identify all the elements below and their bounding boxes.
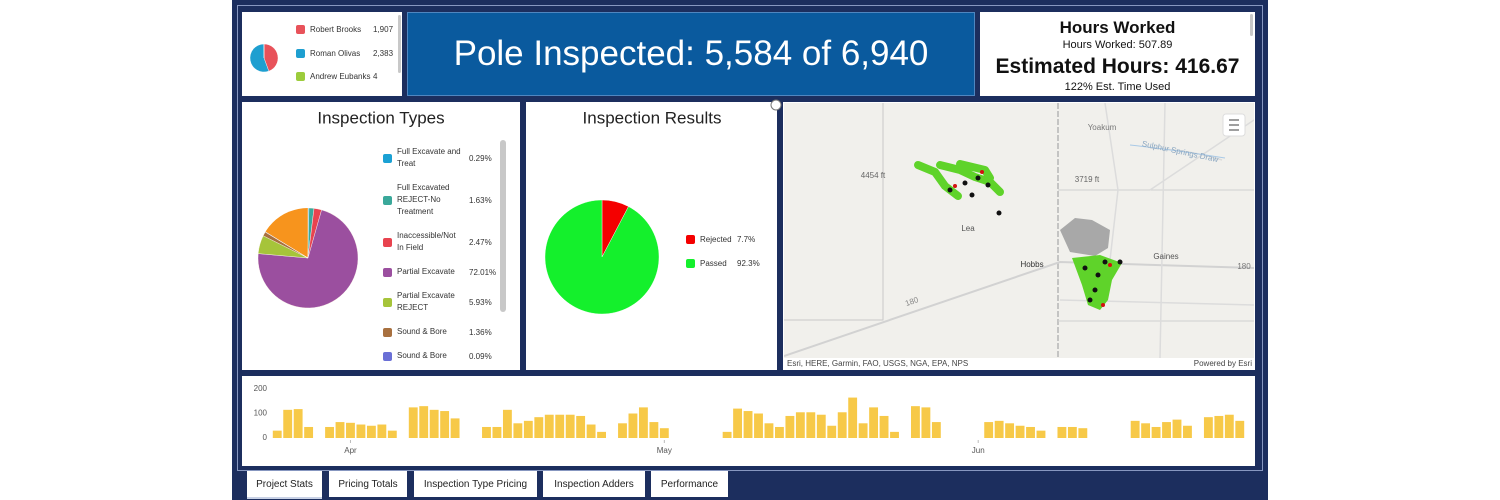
legend-value: 72.01% [469, 267, 497, 277]
legend-swatch [296, 48, 305, 58]
legend-item: Full Excavate and Treat 0.29% [383, 146, 501, 170]
legend-value: 1,907 [373, 25, 394, 34]
legend-item: Partial Excavate REJECT 5.93% [383, 290, 501, 314]
legend-item: Sound & Bore 1.36% [383, 326, 501, 338]
legend-item: Sound & Bore 0.09% [383, 350, 501, 362]
tab[interactable]: Performance [651, 471, 728, 497]
legend-value: 2,383 [373, 48, 394, 58]
legend-label: Partial Excavate REJECT [397, 291, 455, 312]
legend-item: Partial Excavate 72.01% [383, 266, 501, 278]
legend-value: 7.7% [737, 235, 756, 244]
legend-item: Roman Olivas 2,383 [296, 48, 396, 58]
legend-swatch [296, 72, 305, 81]
legend-value: 1.36% [469, 327, 492, 337]
legend-swatch [383, 267, 392, 277]
legend-label: Sound & Bore [397, 327, 447, 336]
tab[interactable]: Project Stats [247, 471, 322, 499]
map-panel [783, 102, 1255, 370]
legend-label: Roman Olivas [310, 48, 361, 58]
inspected-banner: Pole Inspected: 5,584 of 6,940 [407, 12, 975, 96]
legend-item: Inaccessible/Not In Field 2.47% [383, 230, 501, 254]
legend-label: Partial Excavate [397, 267, 455, 276]
legend-value: 4 [373, 72, 378, 81]
scrollbar [398, 15, 401, 73]
tab[interactable]: Inspection Type Pricing [414, 471, 537, 497]
hours-panel: Hours Worked Hours Worked: 507.89 Estima… [980, 12, 1255, 96]
legend-label: Full Excavate and Treat [397, 147, 461, 168]
legend-item: Andrew Eubanks 4 [296, 72, 396, 81]
legend-swatch [383, 297, 392, 307]
legend-label: Passed [700, 259, 727, 268]
legend-swatch [383, 195, 392, 205]
legend-swatch [686, 235, 695, 244]
types-legend: Full Excavate and Treat 0.29% Full Excavat… [383, 146, 501, 365]
legend-label: Sound & Bore [397, 351, 447, 360]
legend-swatch [383, 237, 392, 247]
legend-item: Rejected 7.7% [686, 235, 766, 244]
estimated-hours: Estimated Hours: 416.67 [995, 55, 1240, 78]
legend-label: Rejected [700, 235, 732, 244]
legend-swatch [383, 153, 392, 163]
daily-chart-panel [242, 376, 1255, 466]
legend-swatch [296, 25, 305, 34]
legend-swatch [686, 259, 695, 268]
legend-label: Full Excavated REJECT-No Treatment [397, 183, 450, 216]
legend-item: Full Excavated REJECT-No Treatment 1.63% [383, 182, 501, 218]
scrollbar [500, 140, 506, 312]
hours-title: Hours Worked [1059, 18, 1176, 37]
hours-worked: Hours Worked: 507.89 [1062, 39, 1173, 51]
scrollbar [1250, 14, 1253, 36]
legend-label: Andrew Eubanks [310, 72, 371, 81]
legend-value: 1.63% [469, 195, 492, 205]
tab[interactable]: Pricing Totals [329, 471, 407, 497]
legend-label: Robert Brooks [310, 25, 362, 34]
legend-label: Inaccessible/Not In Field [397, 231, 456, 252]
legend-swatch [383, 327, 392, 337]
legend-swatch [383, 351, 392, 361]
content-border [237, 5, 1263, 471]
legend-item: Robert Brooks 1,907 [296, 25, 396, 34]
tab[interactable]: Inspection Adders [543, 471, 645, 497]
legend-value: 92.3% [737, 259, 760, 268]
time-used: 122% Est. Time Used [1064, 81, 1171, 93]
legend-value: 0.09% [469, 351, 492, 361]
legend-value: 2.47% [469, 237, 492, 247]
legend-value: 5.93% [469, 297, 492, 307]
legend-item: Passed 92.3% [686, 259, 766, 268]
legend-value: 0.29% [469, 153, 492, 163]
